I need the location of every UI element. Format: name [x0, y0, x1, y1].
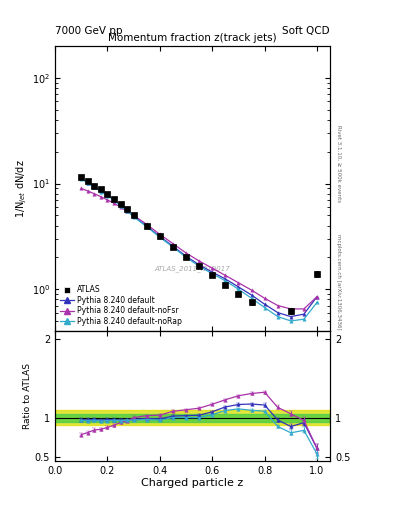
Y-axis label: 1/N$_{jet}$ dN/dz: 1/N$_{jet}$ dN/dz	[15, 159, 29, 218]
Text: Rivet 3.1.10, ≥ 500k events: Rivet 3.1.10, ≥ 500k events	[336, 125, 341, 202]
Title: Momentum fraction z(track jets): Momentum fraction z(track jets)	[108, 33, 277, 42]
Text: Soft QCD: Soft QCD	[283, 26, 330, 36]
Bar	[55, 410, 330, 425]
X-axis label: Charged particle z: Charged particle z	[141, 478, 244, 488]
Y-axis label: Ratio to ATLAS: Ratio to ATLAS	[23, 363, 32, 429]
Text: ATLAS_2011_I919017: ATLAS_2011_I919017	[155, 265, 230, 272]
Text: mcplots.cern.ch [arXiv:1306.3436]: mcplots.cern.ch [arXiv:1306.3436]	[336, 234, 341, 329]
Legend: ATLAS, Pythia 8.240 default, Pythia 8.240 default-noFsr, Pythia 8.240 default-no: ATLAS, Pythia 8.240 default, Pythia 8.24…	[59, 284, 184, 327]
Text: 7000 GeV pp: 7000 GeV pp	[55, 26, 123, 36]
Bar	[55, 414, 330, 421]
